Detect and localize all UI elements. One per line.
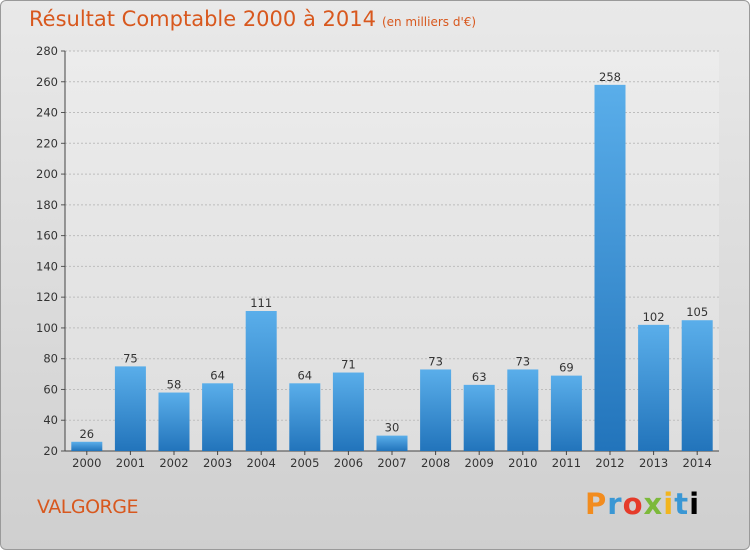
data-label-2006: 71 [341, 358, 356, 372]
data-label-2008: 73 [428, 354, 443, 368]
chart-title: Résultat Comptable 2000 à 2014 (en millie… [29, 7, 476, 31]
x-tick-label-2001: 2001 [116, 456, 145, 470]
data-label-2002: 58 [167, 378, 182, 392]
proxiti-logo: Proxiti [585, 487, 701, 521]
x-tick-label-2014: 2014 [683, 456, 712, 470]
data-label-2010: 73 [515, 354, 530, 368]
y-tick-label: 220 [36, 136, 58, 150]
chart-subtitle: (en milliers d'€) [381, 15, 477, 29]
data-label-2009: 63 [472, 370, 487, 384]
bar-2011 [550, 375, 582, 451]
y-tick-label: 260 [36, 75, 58, 89]
bar-2003 [202, 383, 234, 451]
x-tick-label-2012: 2012 [595, 456, 624, 470]
x-tick-label-2011: 2011 [552, 456, 581, 470]
data-label-2001: 75 [123, 351, 138, 365]
bar-2007 [376, 435, 408, 451]
chart-title-text: Résultat Comptable 2000 à 2014 [29, 7, 376, 31]
bar-2010 [507, 369, 539, 451]
commune-name: VALGORGE [37, 496, 138, 518]
data-label-2013: 102 [643, 310, 665, 324]
x-tick-label-2003: 2003 [203, 456, 232, 470]
bar-2000 [71, 441, 103, 451]
data-label-2000: 26 [79, 427, 94, 441]
data-label-2004: 111 [250, 296, 272, 310]
y-tick-label: 40 [43, 413, 58, 427]
x-tick-label-2010: 2010 [508, 456, 537, 470]
data-label-2011: 69 [559, 361, 574, 375]
y-tick-label: 180 [36, 198, 58, 212]
x-tick-label-2008: 2008 [421, 456, 450, 470]
x-tick-label-2004: 2004 [247, 456, 276, 470]
data-label-2005: 64 [297, 368, 312, 382]
x-tick-label-2005: 2005 [290, 456, 319, 470]
bar-2004 [245, 311, 277, 451]
y-tick-label: 120 [36, 290, 58, 304]
y-tick-label: 80 [43, 352, 58, 366]
y-tick-label: 100 [36, 321, 58, 335]
bar-2013 [638, 324, 670, 451]
bar-2008 [420, 369, 452, 451]
data-label-2007: 30 [385, 421, 400, 435]
x-tick-label-2013: 2013 [639, 456, 668, 470]
bar-2006 [332, 372, 364, 451]
x-tick-label-2009: 2009 [465, 456, 494, 470]
data-label-2012: 258 [599, 70, 621, 84]
data-label-2003: 64 [210, 368, 225, 382]
y-tick-label: 280 [36, 44, 58, 58]
y-tick-label: 240 [36, 106, 58, 120]
x-tick-label-2007: 2007 [377, 456, 406, 470]
y-tick-label: 160 [36, 229, 58, 243]
y-tick-label: 20 [43, 444, 58, 458]
y-tick-label: 60 [43, 382, 58, 396]
y-tick-label: 140 [36, 259, 58, 273]
x-tick-label-2006: 2006 [334, 456, 363, 470]
bar-2009 [463, 384, 495, 451]
bar-2012 [594, 84, 626, 451]
bar-2001 [114, 366, 146, 451]
bar-2014 [681, 320, 713, 451]
bar-2002 [158, 392, 190, 451]
x-tick-label-2002: 2002 [159, 456, 188, 470]
x-tick-label-2000: 2000 [72, 456, 101, 470]
data-label-2014: 105 [686, 305, 708, 319]
bar-2005 [289, 383, 321, 451]
y-tick-label: 200 [36, 167, 58, 181]
